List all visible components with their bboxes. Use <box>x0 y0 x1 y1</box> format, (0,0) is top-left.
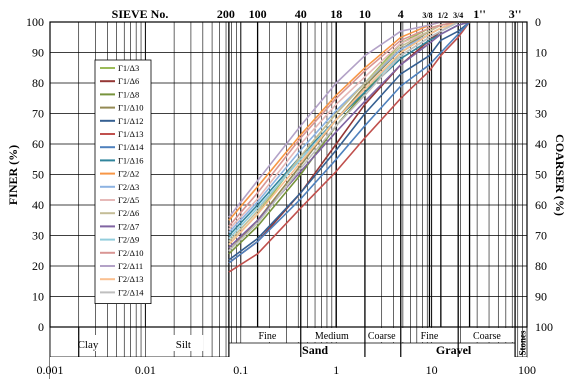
legend-label: Γ2/Δ13 <box>118 274 144 284</box>
series-line <box>228 21 471 273</box>
series-line <box>228 21 470 255</box>
y2-tick-label: 100 <box>535 320 553 334</box>
stones-label: Stones <box>518 330 528 356</box>
sieve-label: 10 <box>359 7 371 21</box>
sand-coarse-bg <box>361 328 406 342</box>
sand-fine-label: Fine <box>259 331 277 342</box>
tick-labels: 0 10 20 30 40 50 60 70 80 90 100 0 10 20 30 40 50 60 70 80 9… <box>26 15 553 377</box>
sieve-label: 3/4 <box>453 11 463 20</box>
y2-tick-label: 20 <box>535 76 547 90</box>
sand-gravel-bg <box>228 343 516 357</box>
x-tick-label: 1 <box>333 363 339 377</box>
legend-label: Γ2/Δ7 <box>118 221 139 231</box>
y-tick-label: 60 <box>32 137 44 151</box>
legend-label: Γ2/Δ3 <box>118 182 139 192</box>
series-line <box>228 21 470 264</box>
legend-label: Γ2/Δ2 <box>118 169 139 179</box>
legend-label: Γ1/Δ13 <box>118 129 144 139</box>
legend-label: Γ1/Δ12 <box>118 116 144 126</box>
y2-tick-label: 90 <box>535 290 547 304</box>
x-tick-label: 0.001 <box>37 363 64 377</box>
sieve-labels: SIEVE No. 200 100 40 18 10 4 3/8 1/2 3/4 1'' 3'' <box>112 7 522 21</box>
silt-label: Silt <box>176 339 191 351</box>
sand-coarse-label: Coarse <box>368 331 396 342</box>
series-line <box>228 21 470 246</box>
legend-label: Γ2/Δ11 <box>118 261 143 271</box>
x-tick-label: 10 <box>426 363 438 377</box>
class-band-bottom <box>50 357 527 379</box>
legend-label: Γ2/Δ6 <box>118 208 139 218</box>
x-tick-label: 0.01 <box>135 363 156 377</box>
y2-tick-label: 40 <box>535 137 547 151</box>
legend-label: Γ1/Δ14 <box>118 142 144 152</box>
y-tick-label: 30 <box>32 229 44 243</box>
sieve-title: SIEVE No. <box>112 7 169 21</box>
y2-tick-label: 80 <box>535 259 547 273</box>
sand-label: Sand <box>302 343 328 357</box>
sand-medium-bg <box>294 328 343 342</box>
series-line <box>228 21 470 227</box>
sand-medium-label: Medium <box>315 331 349 342</box>
legend-label: Γ1/Δ3 <box>118 63 139 73</box>
sieve-label: 3/8 <box>422 11 432 20</box>
series-line <box>228 21 470 252</box>
gravel-label: Gravel <box>436 343 472 357</box>
sand-fine-bg <box>242 328 279 342</box>
sieve-label: 100 <box>249 7 267 21</box>
gravel-coarse-bg <box>471 328 516 342</box>
sieve-label: 1'' <box>473 7 486 21</box>
legend-label: Γ2/Δ14 <box>118 287 144 297</box>
y-tick-label: 80 <box>32 76 44 90</box>
gravel-coarse-label: Coarse <box>473 331 501 342</box>
classification-table: Clay Silt Fine Medium Coarse Fine Coarse Sand Gr… <box>49 326 528 379</box>
plot-frame <box>49 21 528 328</box>
x-tick-label: 100 <box>518 363 536 377</box>
y-tick-label: 90 <box>32 46 44 60</box>
silt-bg <box>163 335 204 351</box>
legend: Γ1/Δ3 Γ1/Δ6 Γ1/Δ8 Γ1/Δ10 Γ1/Δ12 Γ1/Δ13 Γ1/Δ14 Γ… <box>94 59 152 305</box>
legend-label: Γ1/Δ6 <box>118 76 139 86</box>
y2-tick-label: 70 <box>535 229 547 243</box>
y-tick-label: 50 <box>32 168 44 182</box>
y-tick-label: 100 <box>26 15 44 29</box>
legend-label: Γ1/Δ8 <box>118 89 139 99</box>
y-tick-label: 20 <box>32 259 44 273</box>
y2-axis-label: COARSER (%) <box>553 134 567 216</box>
gravel-fine-label: Fine <box>421 331 439 342</box>
y-tick-label: 10 <box>32 290 44 304</box>
legend-label: Γ1/Δ10 <box>118 103 144 113</box>
clay-label: Clay <box>78 339 99 351</box>
y2-tick-label: 50 <box>535 168 547 182</box>
legend-label: Γ1/Δ16 <box>118 155 144 165</box>
series-line <box>228 21 471 264</box>
legend-label: Γ2/Δ10 <box>118 248 144 258</box>
sieve-label: 3'' <box>509 7 522 21</box>
series-lines <box>228 21 471 273</box>
legend-label: Γ2/Δ9 <box>118 235 139 245</box>
y2-tick-label: 30 <box>535 107 547 121</box>
legend-label: Γ2/Δ5 <box>118 195 139 205</box>
series-line <box>228 21 470 243</box>
y2-tick-label: 10 <box>535 46 547 60</box>
sieve-label: 1/2 <box>438 11 448 20</box>
x-tick-label: 0.1 <box>233 363 248 377</box>
plot-border <box>49 21 528 328</box>
series-line <box>228 21 471 261</box>
y2-tick-label: 60 <box>535 198 547 212</box>
y-tick-label: 70 <box>32 107 44 121</box>
sieve-label: 4 <box>398 7 404 21</box>
y-axis-label: FINER (%) <box>6 145 20 205</box>
gravel-fine-bg <box>417 328 450 342</box>
sieve-label: 40 <box>295 7 307 21</box>
legend-box <box>94 59 152 305</box>
sieve-label: 18 <box>330 7 342 21</box>
sieve-label: 200 <box>217 7 235 21</box>
y-tick-label: 0 <box>38 320 44 334</box>
y-tick-label: 40 <box>32 198 44 212</box>
y2-tick-label: 0 <box>535 15 541 29</box>
